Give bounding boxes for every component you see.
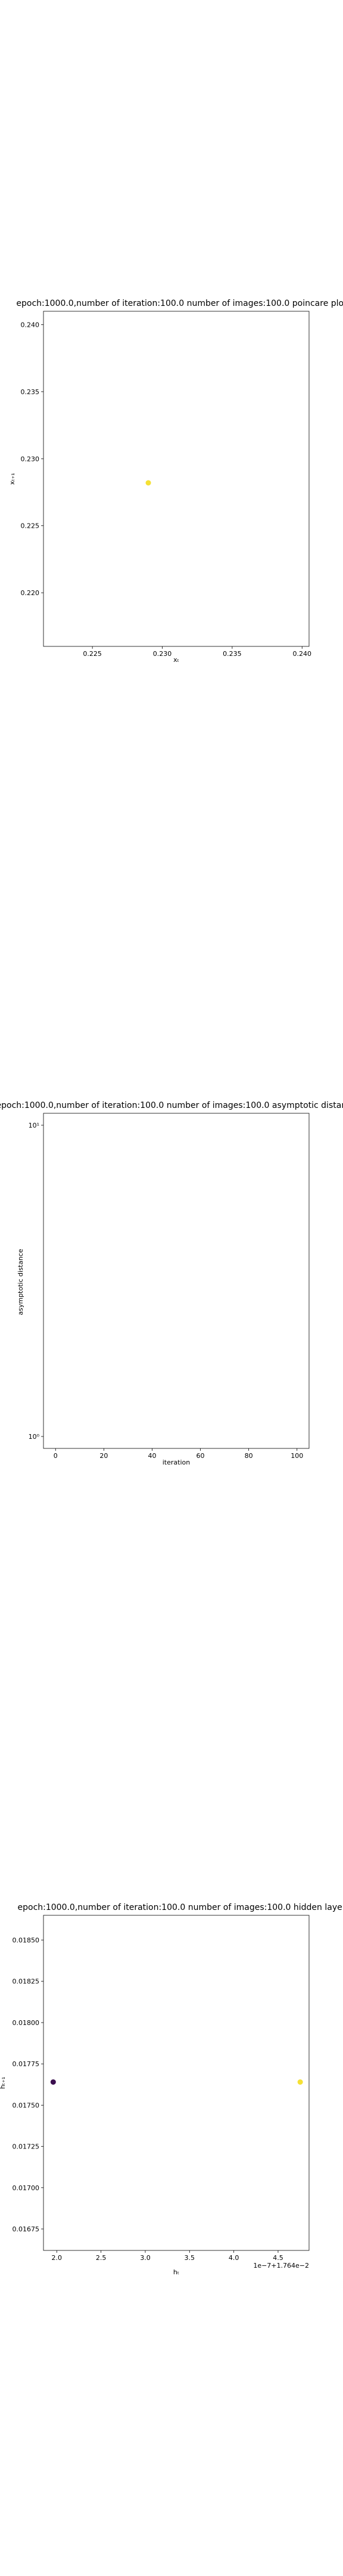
y-tick-label: 0.01675	[13, 2225, 40, 2233]
plot-area	[43, 1113, 310, 1449]
y-tick-label: 10⁰	[29, 1433, 40, 1441]
x-axis-label: xₜ	[173, 656, 179, 664]
poincare-chart: epoch:1000.0,number of iteration:100.0 n…	[8, 299, 343, 664]
x-tick-label: 4.0	[229, 2254, 239, 2262]
x-tick-label: 0.240	[293, 650, 312, 658]
x-tick-label: 2.0	[52, 2254, 63, 2262]
y-tick-label: 0.235	[21, 388, 40, 396]
y-tick-label: 0.01750	[13, 2101, 40, 2109]
y-tick-label: 0.230	[21, 455, 40, 463]
x-axis-label: iteration	[163, 1459, 190, 1466]
data-point	[297, 2079, 303, 2085]
x-ticks: 2.0 2.5 3.0 3.5 4.0 4.5	[52, 2250, 283, 2262]
chart-title: epoch:1000.0,number of iteration:100.0 n…	[0, 1101, 343, 1110]
x-tick-label: 2.5	[96, 2254, 107, 2262]
y-ticks: 0.220 0.225 0.230 0.235 0.240	[21, 321, 43, 597]
x-tick-label: 20	[99, 1452, 108, 1460]
data-point	[50, 2079, 56, 2085]
y-tick-label: 0.220	[21, 589, 40, 597]
y-tick-label: 0.01800	[13, 2019, 40, 2027]
x-ticks: 0 20 40 60 80 100	[54, 1448, 303, 1460]
x-ticks: 0.225 0.230 0.235 0.240	[83, 646, 311, 658]
y-tick-label: 0.240	[21, 321, 40, 329]
y-tick-label: 0.225	[21, 522, 40, 530]
y-ticks: 0.01675 0.01700 0.01725 0.01750 0.01775 0.018…	[13, 1937, 43, 2233]
y-tick-label: 0.01825	[13, 1978, 40, 1986]
x-tick-label: 0	[54, 1452, 58, 1460]
x-tick-label: 0.225	[83, 650, 102, 658]
plot-area	[43, 1915, 310, 2251]
x-tick-label: 40	[148, 1452, 156, 1460]
y-axis-label: xₜ₊₁	[8, 473, 16, 485]
y-axis-label: asymptotic distance	[17, 1249, 24, 1315]
y-ticks: 10¹ 10⁰	[29, 1122, 43, 1441]
y-tick-label: 0.01775	[13, 2060, 40, 2068]
x-tick-label: 3.5	[185, 2254, 195, 2262]
x-tick-label: 0.235	[223, 650, 242, 658]
chart-title: epoch:1000.0,number of iteration:100.0 n…	[18, 1903, 343, 1912]
x-tick-label: 3.0	[140, 2254, 151, 2262]
y-tick-label: 0.01700	[13, 2184, 40, 2192]
x-tick-label: 100	[291, 1452, 303, 1460]
x-axis-label: hₜ	[173, 2268, 179, 2276]
y-tick-label: 10¹	[29, 1122, 39, 1129]
plot-area	[43, 311, 310, 647]
data-points	[50, 2079, 303, 2085]
y-tick-label: 0.01850	[13, 1937, 40, 1945]
x-offset-text: 1e−7+1.764e−2	[253, 2262, 309, 2270]
x-tick-label: 80	[245, 1452, 253, 1460]
chart-title: epoch:1000.0,number of iteration:100.0 n…	[16, 299, 343, 308]
x-tick-label: 0.230	[153, 650, 172, 658]
y-axis-label: hₜ₊₁	[0, 2077, 7, 2089]
hidden-layer-chart: epoch:1000.0,number of iteration:100.0 n…	[0, 1903, 343, 2276]
x-tick-label: 4.5	[273, 2254, 283, 2262]
asymptotic-distance-chart: epoch:1000.0,number of iteration:100.0 n…	[0, 1101, 343, 1466]
data-points	[145, 480, 151, 486]
x-tick-label: 60	[197, 1452, 205, 1460]
data-point	[145, 480, 151, 486]
y-tick-label: 0.01725	[13, 2143, 40, 2151]
